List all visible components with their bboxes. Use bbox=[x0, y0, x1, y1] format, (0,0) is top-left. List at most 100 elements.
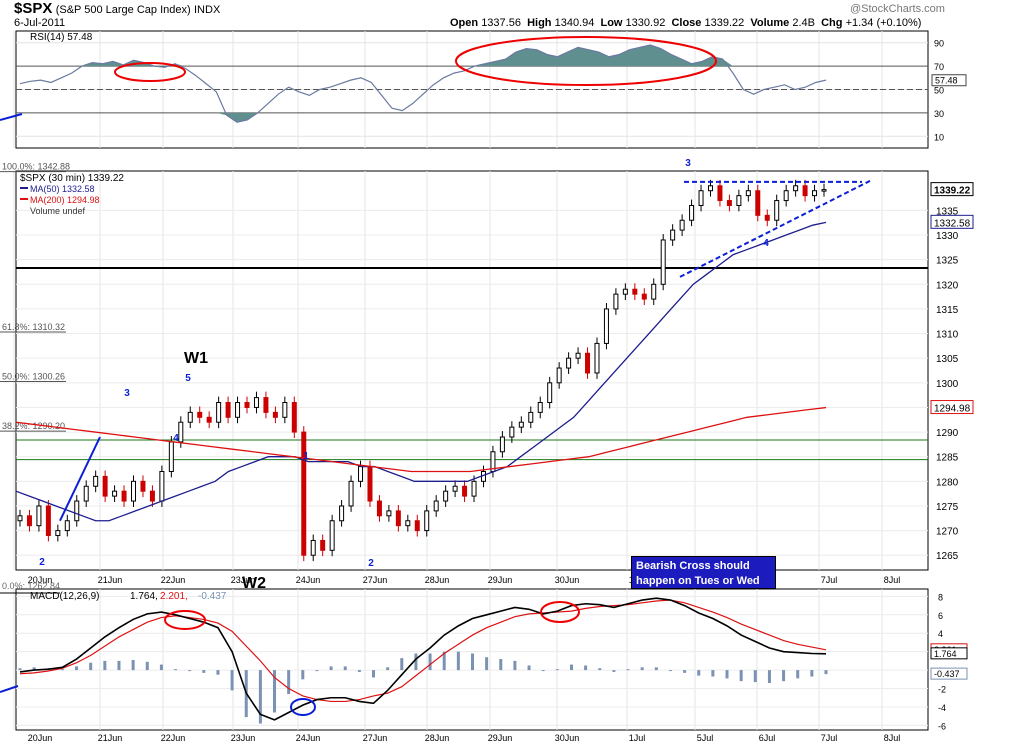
low-value: 1330.92 bbox=[625, 17, 666, 29]
macd-histogram-bar bbox=[499, 659, 503, 671]
candle-body bbox=[812, 190, 818, 197]
macd-histogram-bar bbox=[357, 670, 361, 672]
macd-histogram-bar bbox=[386, 667, 390, 671]
bearish-cross-note: Bearish Cross should happen on Tues or W… bbox=[631, 556, 776, 589]
candle-body bbox=[102, 475, 108, 497]
wave-label: 1 bbox=[303, 451, 309, 462]
rsi-edge-line bbox=[0, 113, 23, 121]
candle-body bbox=[395, 510, 401, 527]
candle-body bbox=[301, 431, 307, 556]
macd-histogram-bar bbox=[654, 667, 658, 671]
macd-histogram-bar bbox=[470, 653, 474, 671]
macd-x-tick-label: 7Jul bbox=[821, 733, 838, 743]
macd-histogram-bar bbox=[273, 670, 277, 713]
chg-label: Chg bbox=[821, 17, 843, 29]
macd-value-box bbox=[930, 667, 968, 680]
macd-histogram-bar bbox=[301, 670, 305, 680]
macd-x-tick-label: 1Jul bbox=[629, 733, 646, 743]
candle-body bbox=[622, 288, 628, 295]
rsi-legend: RSI(14) 57.48 bbox=[30, 32, 93, 43]
macd-histogram-bar bbox=[159, 664, 163, 671]
macd-histogram-bar bbox=[810, 670, 814, 677]
macd-histogram-bar bbox=[668, 670, 672, 672]
candle-body bbox=[235, 402, 241, 418]
candle-body bbox=[17, 515, 23, 522]
ohlc-readout: Open 1337.56 High 1340.94 Low 1330.92 Cl… bbox=[450, 17, 921, 29]
price-y-tick-label: 1285 bbox=[936, 453, 959, 464]
candle-body bbox=[197, 411, 203, 418]
macd-histogram-bar bbox=[75, 666, 79, 671]
price-value-label: 1332.58 bbox=[934, 218, 971, 229]
index-name: (S&P 500 Large Cap Index) bbox=[55, 4, 191, 16]
macd-histogram-bar bbox=[230, 670, 234, 691]
macd-legend-name: MACD(12,26,9) bbox=[30, 591, 99, 602]
macd-histogram-bar bbox=[18, 668, 22, 671]
price-x-tick-label: 8Jul bbox=[884, 575, 901, 585]
price-x-tick-label: 29Jun bbox=[488, 575, 513, 585]
candle-body bbox=[216, 402, 222, 423]
price-y-tick-label: 1270 bbox=[936, 527, 959, 538]
candle-body bbox=[310, 539, 316, 556]
candle-body bbox=[755, 190, 761, 216]
candle-body bbox=[121, 490, 127, 502]
macd-histogram-bar bbox=[584, 665, 588, 671]
ma50-line bbox=[15, 221, 827, 522]
candle-body bbox=[585, 352, 591, 374]
price-value-box bbox=[930, 182, 974, 197]
macd-histogram-bar bbox=[60, 669, 64, 671]
ma200-line bbox=[15, 406, 827, 473]
candle-body bbox=[64, 520, 70, 532]
price-x-tick-label: 27Jun bbox=[363, 575, 388, 585]
macd-histogram-bar bbox=[287, 670, 291, 695]
macd-histogram-bar bbox=[456, 651, 460, 671]
price-value-box bbox=[930, 214, 974, 229]
macd-histogram-bar bbox=[767, 670, 771, 683]
candle-body bbox=[764, 214, 770, 221]
candle-body bbox=[641, 293, 647, 300]
macd-value-label: 1.764 bbox=[934, 649, 957, 659]
candle-body bbox=[339, 505, 345, 522]
candle-body bbox=[329, 520, 335, 551]
macd-y-tick-label: 6 bbox=[938, 611, 943, 621]
macd-fib-partial-label: 0.0%: 1262.84 bbox=[2, 581, 60, 591]
price-value-label: 1339.22 bbox=[934, 186, 971, 197]
candle-body bbox=[348, 480, 354, 507]
price-y-tick-label: 1320 bbox=[936, 280, 959, 291]
macd-y-tick-label: 4 bbox=[938, 629, 943, 639]
macd-histogram-bar bbox=[315, 670, 319, 672]
low-label: Low bbox=[600, 17, 623, 29]
macd-histogram-bar bbox=[258, 670, 262, 724]
candle-body bbox=[793, 185, 799, 192]
macd-value-box bbox=[930, 647, 968, 660]
price-x-tick-label: 23Jun bbox=[231, 575, 256, 585]
macd-histogram-bar bbox=[202, 670, 206, 673]
macd-y-tick-label: -4 bbox=[938, 703, 946, 713]
wave-label-major: W1 bbox=[184, 350, 208, 367]
macd-histogram-bar bbox=[329, 666, 333, 671]
note-line-1: Bearish Cross should bbox=[636, 560, 750, 572]
rsi-y-tick-label: 10 bbox=[934, 132, 944, 142]
macd-histogram-bar bbox=[782, 670, 786, 682]
rsi-y-tick-label: 70 bbox=[934, 62, 944, 72]
macd-histogram-bar bbox=[725, 670, 729, 679]
candle-body bbox=[679, 219, 685, 231]
note-line-2: happen on Tues or Wed bbox=[636, 575, 760, 587]
price-y-tick-label: 1325 bbox=[936, 256, 959, 267]
candle-body bbox=[83, 485, 89, 502]
price-x-tick-label: 28Jun bbox=[425, 575, 450, 585]
macd-x-tick-label: 21Jun bbox=[98, 733, 123, 743]
close-label: Close bbox=[671, 17, 702, 29]
macd-histogram-bar bbox=[753, 670, 757, 683]
macd-x-tick-label: 30Jun bbox=[555, 733, 580, 743]
macd-legend-hist: -0.437 bbox=[198, 591, 227, 602]
candle-body bbox=[698, 190, 704, 206]
price-x-tick-label: 7Jul bbox=[821, 575, 838, 585]
macd-histogram-bar bbox=[598, 668, 602, 671]
candle-body bbox=[26, 515, 32, 527]
rsi-y-tick-label: 50 bbox=[934, 86, 944, 96]
candle-body bbox=[594, 342, 600, 374]
candle-body bbox=[774, 200, 780, 221]
open-value: 1337.56 bbox=[481, 17, 521, 29]
macd-x-tick-label: 28Jun bbox=[425, 733, 450, 743]
candle-body bbox=[112, 490, 118, 497]
